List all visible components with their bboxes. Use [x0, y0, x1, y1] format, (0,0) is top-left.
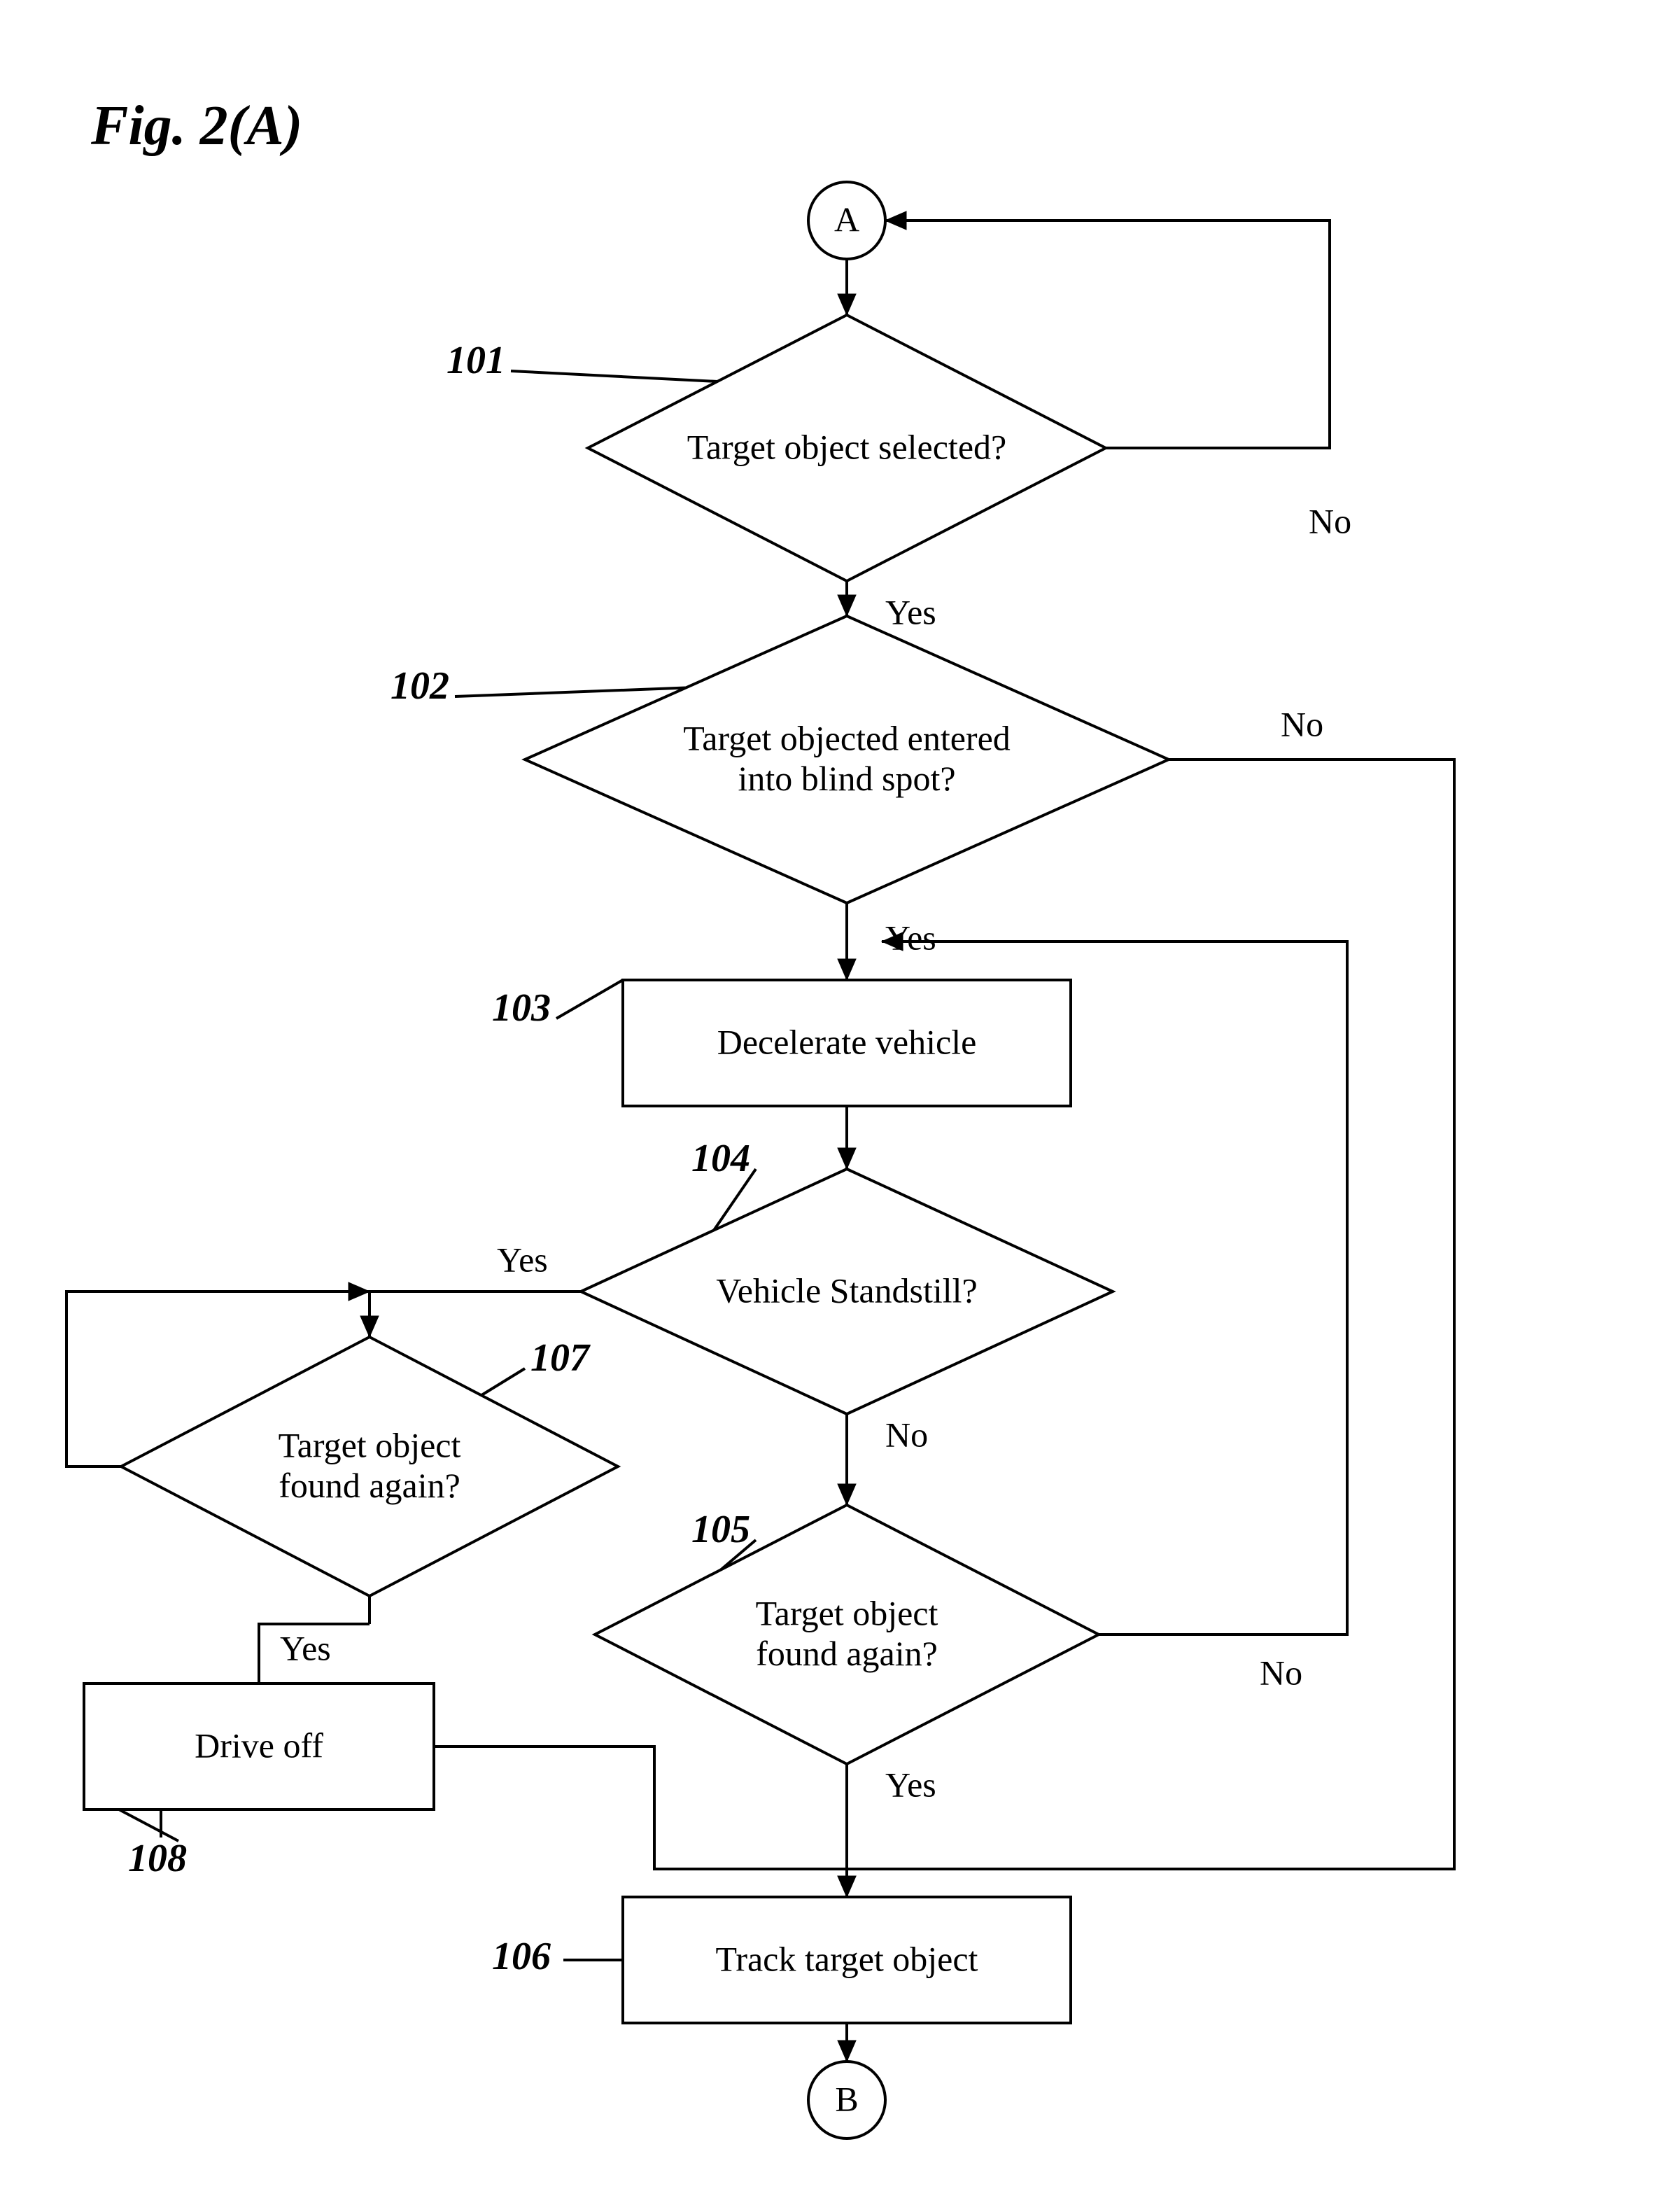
- svg-text:Target object: Target object: [279, 1426, 461, 1465]
- svg-text:Yes: Yes: [497, 1240, 548, 1279]
- svg-text:B: B: [835, 2079, 858, 2118]
- svg-text:Yes: Yes: [885, 592, 936, 631]
- svg-text:found again?: found again?: [279, 1466, 460, 1505]
- svg-text:No: No: [1309, 501, 1351, 540]
- svg-text:Target object selected?: Target object selected?: [687, 427, 1006, 466]
- flowchart-diagram: YesNoYesNoNoYesYesNoYesABTarget object s…: [0, 0, 1667, 2212]
- svg-text:Yes: Yes: [885, 1765, 936, 1804]
- svg-text:106: 106: [492, 1935, 551, 1978]
- svg-text:103: 103: [492, 986, 551, 1030]
- svg-text:No: No: [885, 1415, 928, 1454]
- svg-text:No: No: [1281, 704, 1323, 743]
- svg-text:No: No: [1260, 1653, 1302, 1692]
- svg-text:108: 108: [128, 1837, 187, 1880]
- svg-text:Yes: Yes: [280, 1628, 331, 1667]
- svg-text:105: 105: [691, 1508, 750, 1551]
- svg-text:Drive off: Drive off: [195, 1726, 323, 1765]
- svg-text:Target object: Target object: [756, 1594, 938, 1633]
- svg-text:Track target object: Track target object: [716, 1939, 978, 1978]
- svg-text:found again?: found again?: [756, 1634, 938, 1673]
- svg-text:101: 101: [446, 339, 505, 382]
- svg-text:104: 104: [691, 1137, 750, 1180]
- svg-text:102: 102: [391, 664, 449, 708]
- svg-text:107: 107: [530, 1336, 591, 1380]
- svg-text:Target objected entered: Target objected entered: [683, 719, 1011, 758]
- svg-text:Decelerate vehicle: Decelerate vehicle: [717, 1022, 977, 1061]
- svg-text:into blind spot?: into blind spot?: [738, 759, 955, 798]
- svg-text:A: A: [834, 200, 859, 239]
- svg-text:Vehicle Standstill?: Vehicle Standstill?: [716, 1270, 978, 1310]
